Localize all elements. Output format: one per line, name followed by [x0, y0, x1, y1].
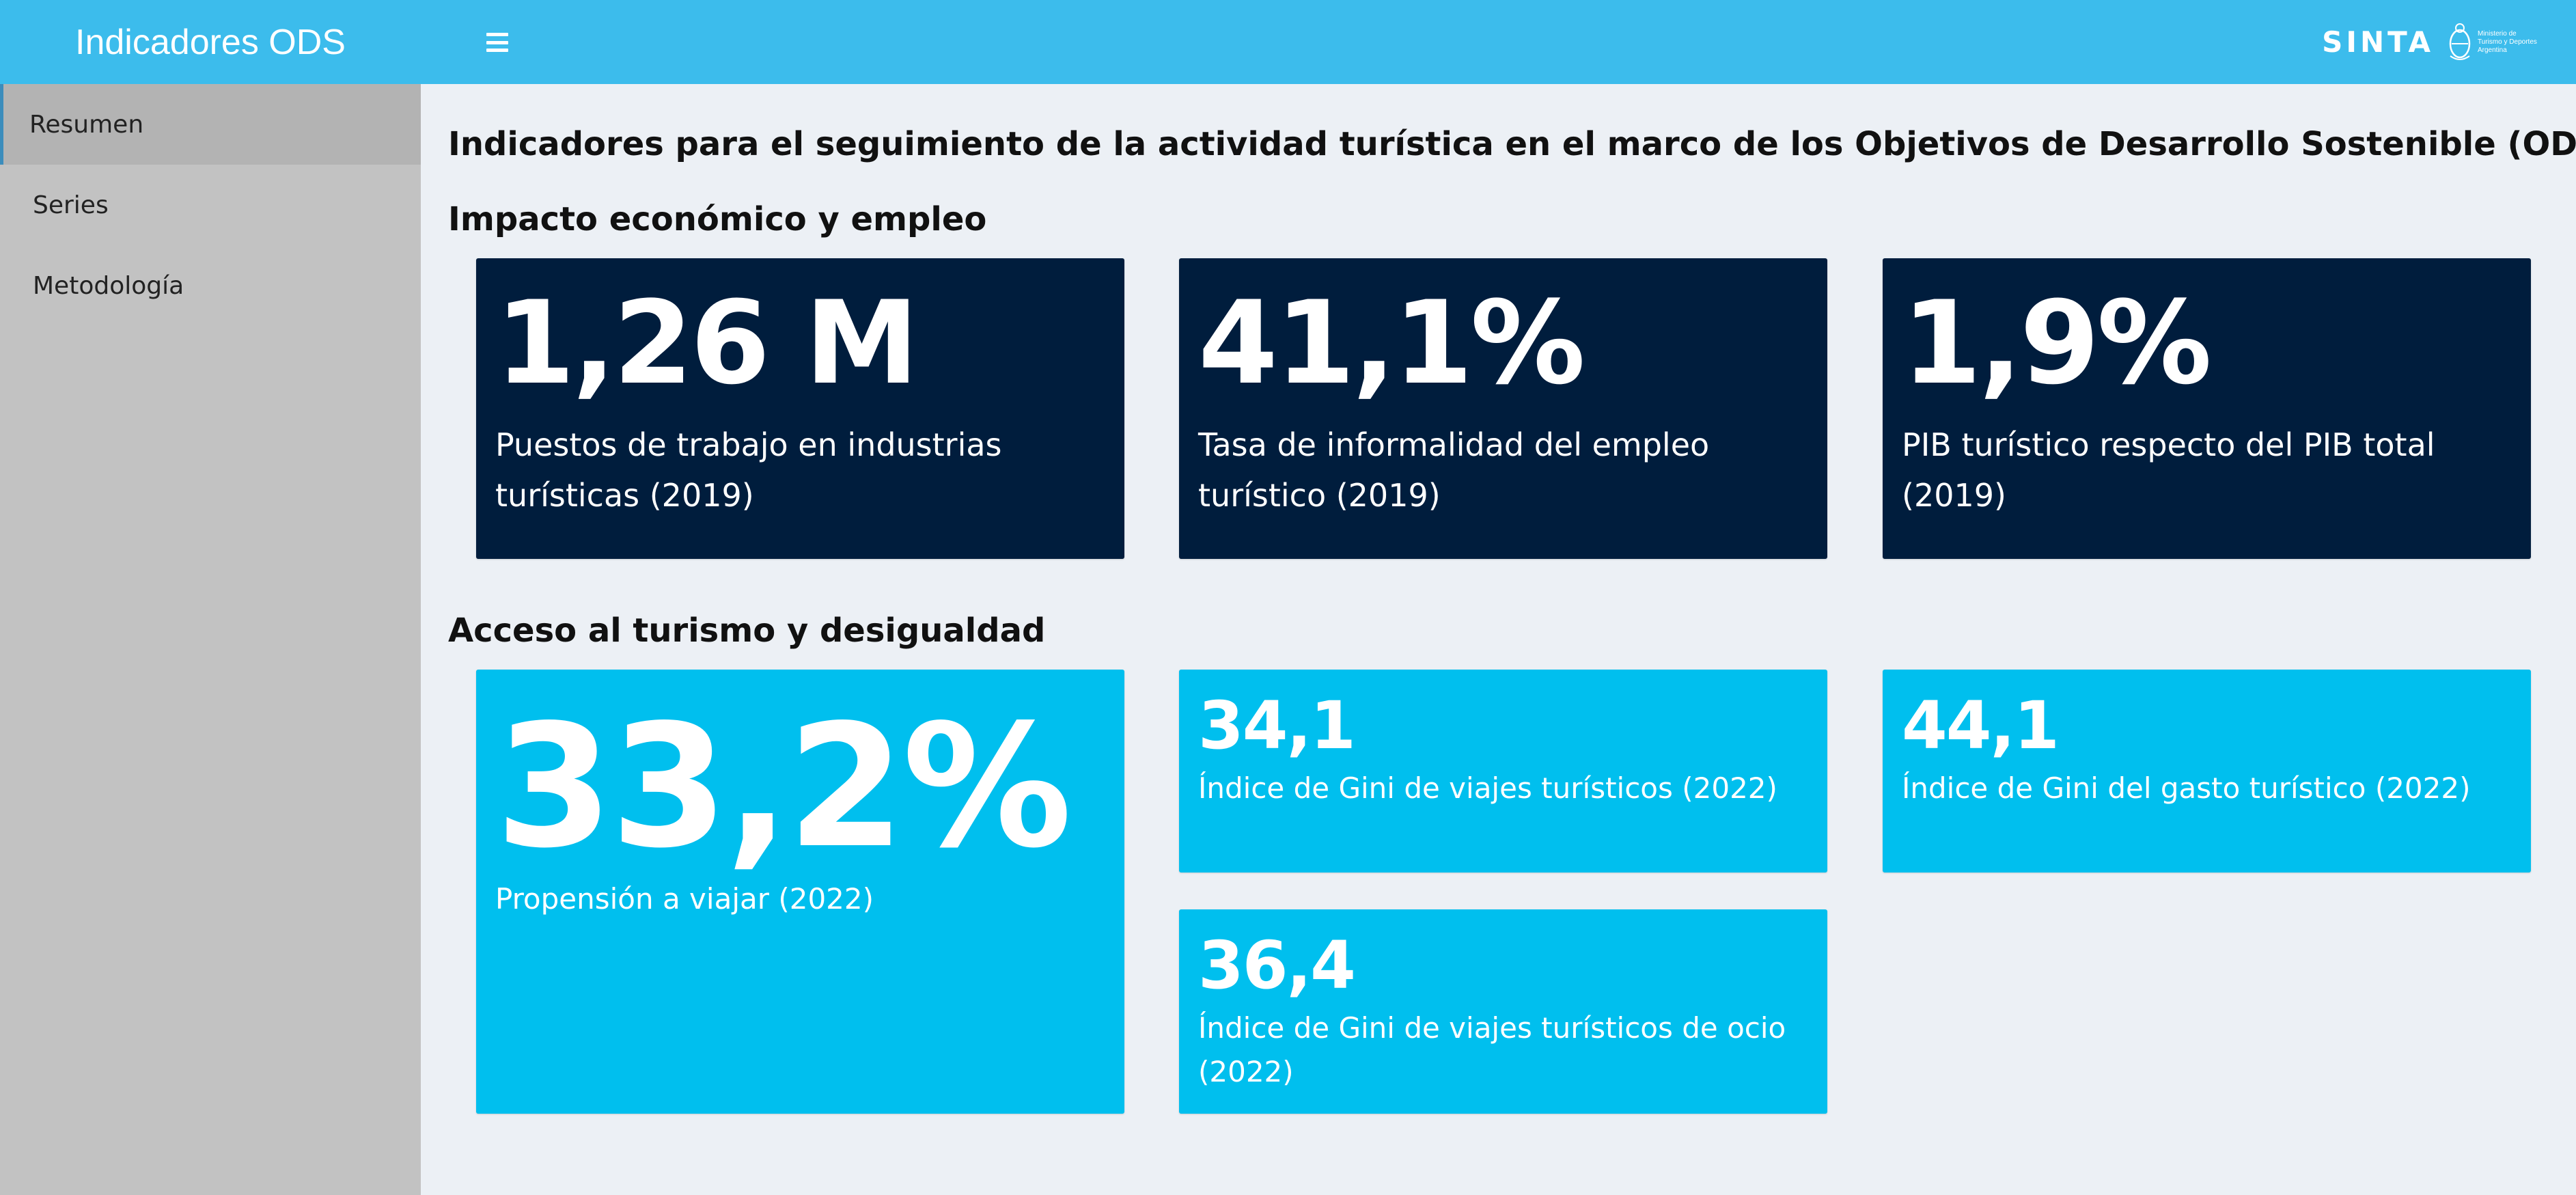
- indicator-value: 1,26 M: [495, 276, 919, 410]
- section-title-impacto: Impacto económico y empleo: [448, 200, 987, 238]
- indicator-card-propension-viajar: 33,2% Propensión a viajar (2022): [476, 670, 1124, 1114]
- indicator-value: 33,2%: [495, 689, 1072, 885]
- indicator-description: PIB turístico respecto del PIB total (20…: [1902, 426, 2435, 514]
- app-title[interactable]: Indicadores ODS: [75, 22, 346, 62]
- indicator-value: 34,1: [1198, 687, 1356, 764]
- indicator-card-informalidad: 41,1% Tasa de informalidad del empleo tu…: [1179, 258, 1827, 559]
- ministry-logo-text: Ministerio de Turismo y Deportes Argenti…: [2478, 30, 2537, 54]
- sidebar-item-label: Metodología: [33, 271, 184, 300]
- indicator-description: Índice de Gini de viajes turísticos (202…: [1198, 771, 1777, 805]
- indicator-value: 36,4: [1198, 927, 1356, 1004]
- indicator-description: Índice de Gini de viajes turísticos de o…: [1198, 1011, 1786, 1088]
- indicator-description: Propensión a viajar (2022): [495, 882, 874, 916]
- indicator-card-gini-gasto: 44,1 Índice de Gini del gasto turístico …: [1883, 670, 2531, 873]
- ministry-logo[interactable]: Ministerio de Turismo y Deportes Argenti…: [2446, 20, 2549, 64]
- coat-of-arms-icon: [2449, 23, 2471, 60]
- sidebar: Resumen Series Metodología: [0, 84, 421, 1195]
- indicator-description: Tasa de informalidad del empleo turístic…: [1198, 426, 1710, 514]
- main-content: Indicadores para el seguimiento de la ac…: [421, 84, 2576, 1195]
- sinta-brand[interactable]: SINTA: [2322, 25, 2434, 59]
- page-title: Indicadores para el seguimiento de la ac…: [448, 125, 2576, 163]
- indicator-card-pib-turistico: 1,9% PIB turístico respecto del PIB tota…: [1883, 258, 2531, 559]
- top-header: Indicadores ODS SINTA Ministerio de Turi…: [0, 0, 2576, 84]
- hamburger-icon: [486, 33, 508, 52]
- sidebar-item-label: Series: [33, 191, 109, 219]
- sidebar-item-label: Resumen: [29, 110, 144, 139]
- indicator-card-gini-ocio: 36,4 Índice de Gini de viajes turísticos…: [1179, 909, 1827, 1114]
- indicator-description: Índice de Gini del gasto turístico (2022…: [1902, 771, 2471, 805]
- sidebar-item-resumen[interactable]: Resumen: [0, 84, 421, 165]
- sidebar-item-series[interactable]: Series: [0, 165, 421, 245]
- sidebar-toggle-button[interactable]: [471, 16, 523, 68]
- indicator-value: 41,1%: [1198, 276, 1585, 410]
- indicator-card-puestos-trabajo: 1,26 M Puestos de trabajo en industrias …: [476, 258, 1124, 559]
- indicator-value: 44,1: [1902, 687, 2060, 764]
- indicator-value: 1,9%: [1902, 276, 2212, 410]
- sidebar-item-metodologia[interactable]: Metodología: [0, 245, 421, 326]
- section-title-acceso: Acceso al turismo y desigualdad: [448, 612, 1046, 650]
- indicator-card-gini-viajes: 34,1 Índice de Gini de viajes turísticos…: [1179, 670, 1827, 873]
- indicator-description: Puestos de trabajo en industrias turísti…: [495, 426, 1002, 514]
